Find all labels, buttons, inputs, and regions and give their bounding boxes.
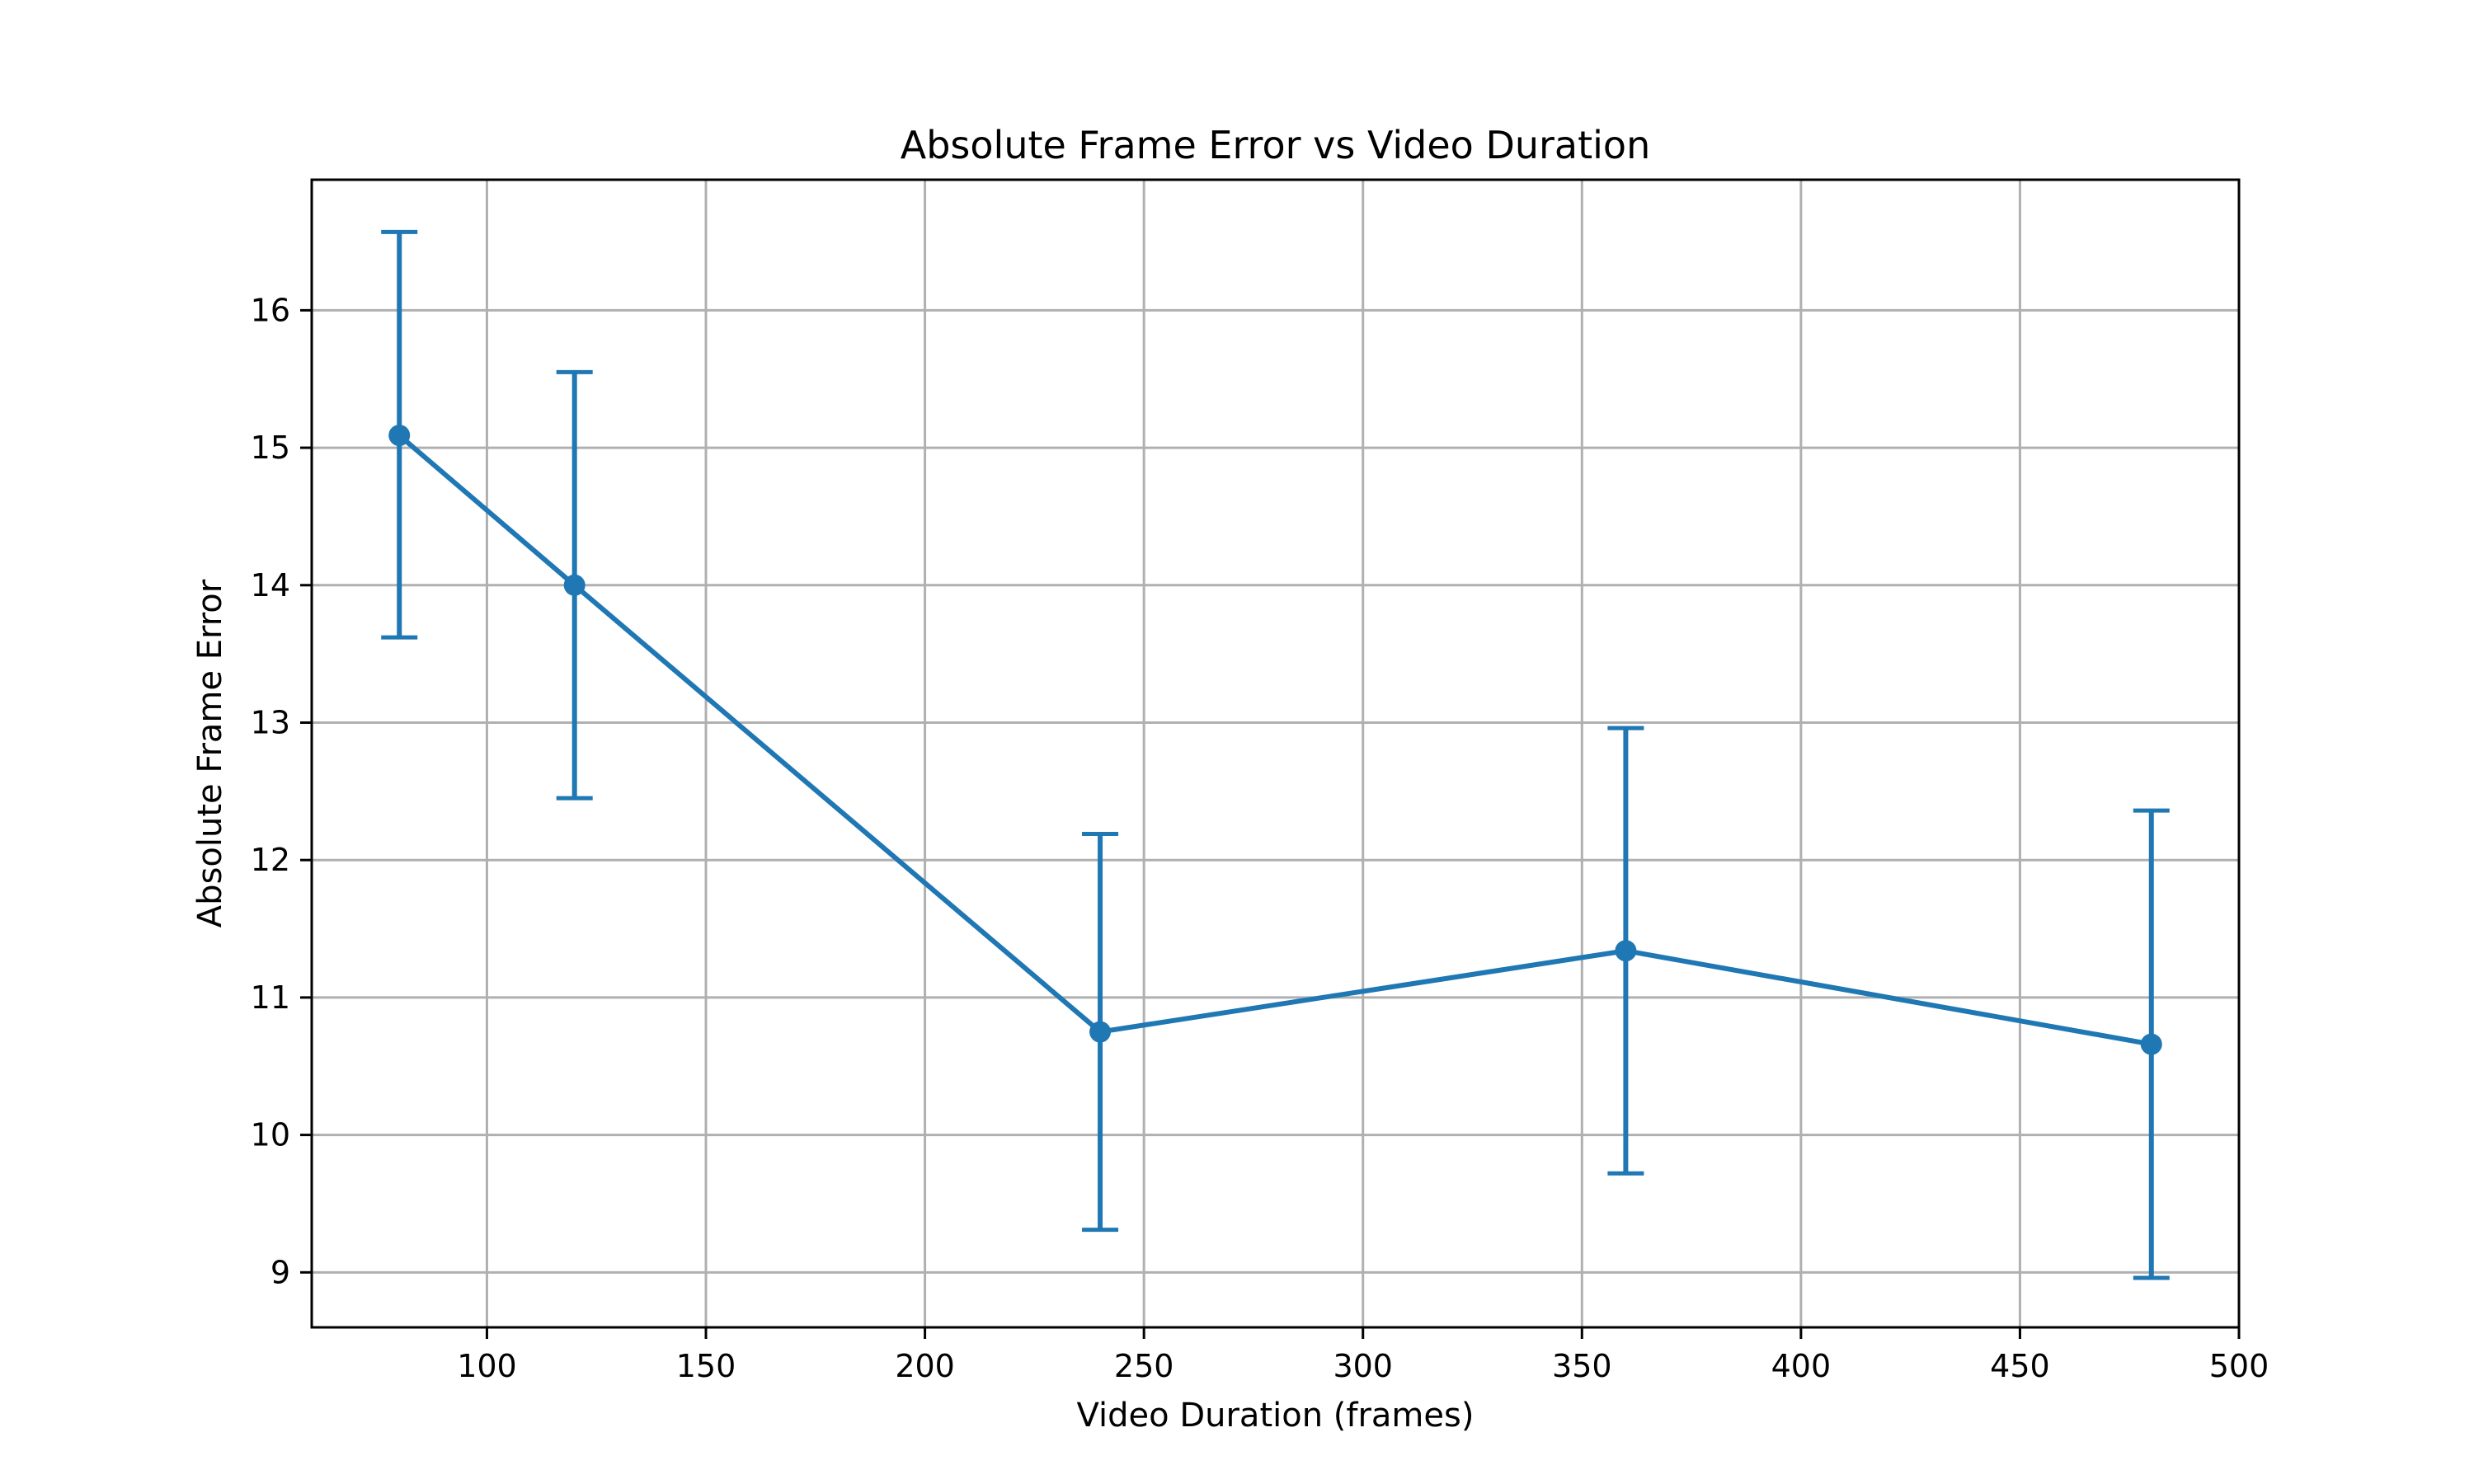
y-tick-label: 9 <box>270 1254 290 1290</box>
y-tick-label: 11 <box>251 979 290 1016</box>
data-point <box>388 425 411 447</box>
x-tick-label: 200 <box>895 1348 955 1384</box>
chart-title: Absolute Frame Error vs Video Duration <box>901 123 1650 167</box>
x-tick-label: 300 <box>1333 1348 1393 1384</box>
x-tick-label: 100 <box>457 1348 517 1384</box>
grid <box>312 180 2241 1327</box>
y-tick-label: 10 <box>251 1117 290 1153</box>
x-tick-label: 400 <box>1771 1348 1832 1384</box>
data-point <box>1089 1021 1112 1043</box>
y-tick-label: 14 <box>251 567 290 603</box>
y-tick-label: 12 <box>251 842 290 878</box>
x-tick-label: 250 <box>1114 1348 1174 1384</box>
x-tick-label: 500 <box>2209 1348 2269 1384</box>
x-tick-label: 150 <box>676 1348 736 1384</box>
y-axis-label: Absolute Frame Error <box>191 579 229 928</box>
data-point <box>563 574 586 596</box>
x-tick-label: 350 <box>1552 1348 1612 1384</box>
axis-ticks: 100 150 200 250 300 350 400 450 500 9 10 11 12 13 14 15… <box>251 292 2269 1384</box>
data-point <box>1615 940 1637 962</box>
y-tick-label: 16 <box>251 292 290 328</box>
data-point <box>2140 1033 2162 1055</box>
y-tick-label: 13 <box>251 704 290 740</box>
x-axis-label: Video Duration (frames) <box>1077 1397 1475 1435</box>
x-tick-label: 450 <box>1990 1348 2050 1384</box>
y-tick-label: 15 <box>251 430 290 466</box>
plot-frame <box>310 178 2241 1329</box>
data-series <box>381 229 2170 1280</box>
